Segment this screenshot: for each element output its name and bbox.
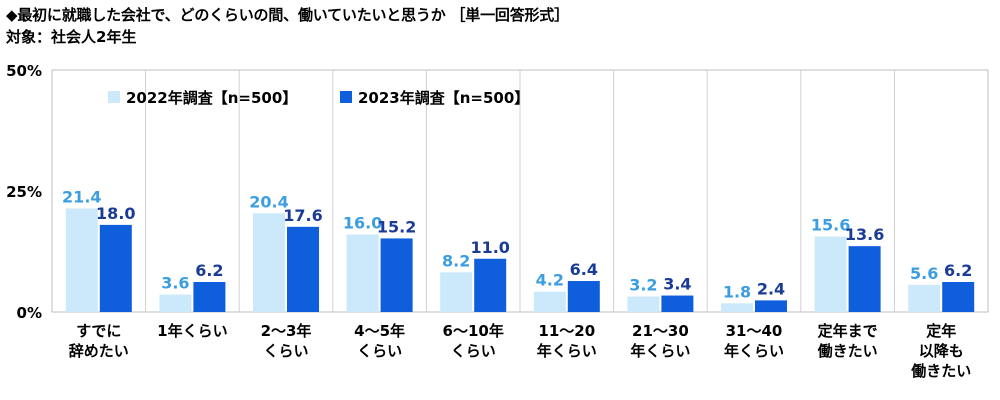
category-label: 6～10年: [443, 322, 504, 340]
data-label-series-2: 3.4: [663, 275, 691, 294]
data-label-series-1: 1.8: [723, 282, 751, 301]
category-label: 2～3年: [261, 322, 312, 340]
bar-series-2: [661, 295, 694, 312]
bar-series-2: [287, 226, 319, 312]
bar-series-1: [159, 294, 192, 312]
data-label-series-2: 11.0: [470, 238, 509, 257]
y-tick-label: 25%: [6, 183, 42, 201]
category-label: 働きたい: [910, 362, 971, 380]
bar-series-2: [474, 258, 507, 312]
category-label: 以降も: [919, 342, 964, 360]
data-label-series-2: 17.6: [283, 206, 322, 225]
category-label: 辞めたい: [69, 342, 129, 360]
data-label-series-1: 21.4: [62, 187, 101, 206]
data-label-series-2: 6.4: [570, 260, 598, 279]
data-label-series-1: 3.2: [629, 276, 657, 295]
category-label: 31～40: [726, 322, 783, 340]
bar-series-1: [346, 234, 379, 312]
bar-series-2: [942, 281, 975, 312]
category-label: 年くらい: [630, 342, 690, 360]
category-label: 働きたい: [817, 342, 878, 360]
category-label: 21～30: [632, 322, 689, 340]
bar-series-1: [721, 303, 753, 312]
category-label: 定年まで: [818, 322, 878, 340]
y-tick-label: 0%: [17, 304, 42, 322]
category-label: くらい: [357, 342, 402, 360]
data-label-series-1: 5.6: [910, 264, 938, 283]
data-label-series-2: 15.2: [377, 217, 416, 236]
bar-series-1: [814, 236, 847, 312]
data-label-series-2: 13.6: [845, 225, 884, 244]
legend-label-series-1: 2022年調査【n=500】: [126, 89, 297, 107]
data-label-series-1: 16.0: [343, 214, 382, 233]
bar-series-1: [533, 291, 566, 312]
bar-series-2: [380, 238, 413, 312]
data-label-series-2: 2.4: [757, 279, 785, 298]
bar-series-1: [440, 272, 473, 312]
data-label-series-2: 6.2: [195, 261, 223, 280]
bar-series-1: [65, 208, 98, 312]
bar-series-1: [253, 213, 285, 312]
category-label: すでに: [76, 322, 121, 340]
bar-series-2: [99, 224, 132, 312]
bar-series-2: [848, 246, 881, 312]
category-label: 年くらい: [724, 342, 784, 360]
category-label: くらい: [451, 342, 496, 360]
legend-swatch-series-1: [108, 91, 120, 103]
bar-series-2: [567, 281, 600, 312]
data-label-series-1: 3.6: [161, 274, 189, 293]
data-label-series-1: 15.6: [811, 215, 850, 234]
data-label-series-1: 4.2: [536, 271, 564, 290]
category-label: 年くらい: [537, 342, 597, 360]
legend-swatch-series-2: [340, 91, 352, 103]
category-label: 4～5年: [354, 322, 405, 340]
category-label: くらい: [263, 342, 308, 360]
chart-subtitle: 対象：社会人2年生: [6, 28, 137, 46]
category-label: 1年くらい: [157, 322, 227, 340]
bar-series-1: [908, 284, 941, 312]
data-label-series-1: 8.2: [442, 251, 470, 270]
data-label-series-1: 20.4: [249, 192, 288, 211]
bar-series-1: [627, 296, 660, 312]
y-tick-label: 50%: [6, 62, 42, 80]
data-label-series-2: 18.0: [96, 204, 135, 223]
data-label-series-2: 6.2: [944, 261, 972, 280]
category-label: 定年: [926, 322, 956, 340]
bar-series-2: [193, 281, 226, 312]
category-label: 11～20: [538, 322, 595, 340]
legend-label-series-2: 2023年調査【n=500】: [358, 89, 529, 107]
chart-title: ◆最初に就職した会社で、どのくらいの間、働いていたいと思うか ［単一回答形式］: [6, 6, 569, 24]
bar-series-2: [755, 300, 787, 312]
